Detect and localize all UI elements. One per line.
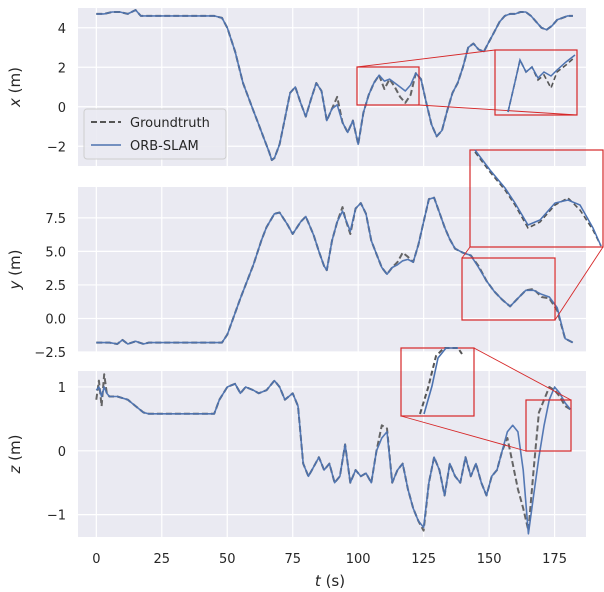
x-tick-label: 25 <box>154 552 171 567</box>
y-axis-label-unit: (m) <box>6 67 24 98</box>
panel-y-background <box>78 187 586 352</box>
y-tick-label: −2 <box>47 140 66 155</box>
x-axis-label: t (s) <box>315 572 345 590</box>
panel-z: 1 0 −1 z (m) 0 25 50 75 100 125 150 175 <box>6 371 586 567</box>
y-tick-label: 4 <box>58 22 66 37</box>
y-axis-label-unit: (m) <box>6 250 24 281</box>
y-axis-label-z: z (m) <box>6 435 24 475</box>
zoom-connector <box>356 49 496 68</box>
x-tick-label: 50 <box>219 552 236 567</box>
zoom-connector <box>473 347 572 401</box>
y-axis-label-x: x (m) <box>6 67 24 108</box>
y-tick-label: 0 <box>58 445 66 460</box>
y-axis-label-var: x <box>6 98 24 108</box>
y-tick-label: 2 <box>58 61 66 76</box>
orbslam-line-z <box>95 379 571 535</box>
y-tick-label: 2.5 <box>45 279 66 294</box>
x-tick-label: 175 <box>542 552 567 567</box>
y-axis-label-unit: (m) <box>6 435 24 466</box>
zoom-inset-orbslam-x <box>507 54 576 113</box>
legend-label-orbslam: ORB-SLAM <box>130 139 199 154</box>
x-tick-label: 125 <box>411 552 436 567</box>
legend-label-groundtruth: Groundtruth <box>130 116 210 131</box>
x-axis-label-var: t <box>315 572 322 590</box>
y-tick-label: 7.5 <box>45 212 66 227</box>
x-tick-label: 150 <box>477 552 502 567</box>
zoom-connector <box>461 246 471 259</box>
x-tick-label: 75 <box>284 552 301 567</box>
zoom-inset-orbslam-y <box>474 149 602 247</box>
zoom-inset-groundtruth-y <box>474 151 602 247</box>
zoom-insets <box>356 49 604 452</box>
panel-y: 7.5 5.0 2.5 0.0 −2.5 y (m) <box>6 187 586 361</box>
y-tick-label: −1 <box>47 509 66 524</box>
orbslam-line-x <box>96 9 573 161</box>
zoom-source-box-z <box>525 399 572 452</box>
zoom-connector <box>554 246 604 321</box>
zoom-connector <box>418 104 578 116</box>
zoom-connector <box>400 415 527 452</box>
x-tick-label: 100 <box>346 552 371 567</box>
zoom-source-box-x <box>356 66 420 106</box>
y-axis-label-y: y (m) <box>6 250 24 291</box>
y-axis-label-var: y <box>6 279 24 290</box>
legend: Groundtruth ORB-SLAM <box>83 108 227 160</box>
zoom-inset-groundtruth-z <box>419 347 463 415</box>
y-axis-label-var: z <box>6 464 24 474</box>
zoom-inset-box-x <box>494 49 578 116</box>
y-tick-label: 1 <box>58 381 66 396</box>
y-tick-label: −2.5 <box>34 346 66 361</box>
zoom-inset-orbslam-z <box>423 347 458 415</box>
x-tick-label: 0 <box>92 552 100 567</box>
zoom-source-box-y <box>461 257 556 321</box>
zoom-inset-box-y <box>469 149 604 248</box>
zoom-inset-groundtruth-x <box>507 56 576 113</box>
x-axis-label-unit: (s) <box>321 572 345 590</box>
zoom-inset-box-z <box>400 347 475 417</box>
y-tick-label: 0.0 <box>45 312 66 327</box>
y-tick-label: 5.0 <box>45 245 66 260</box>
y-tick-label: 0 <box>58 101 66 116</box>
orbslam-line-y <box>96 196 574 345</box>
